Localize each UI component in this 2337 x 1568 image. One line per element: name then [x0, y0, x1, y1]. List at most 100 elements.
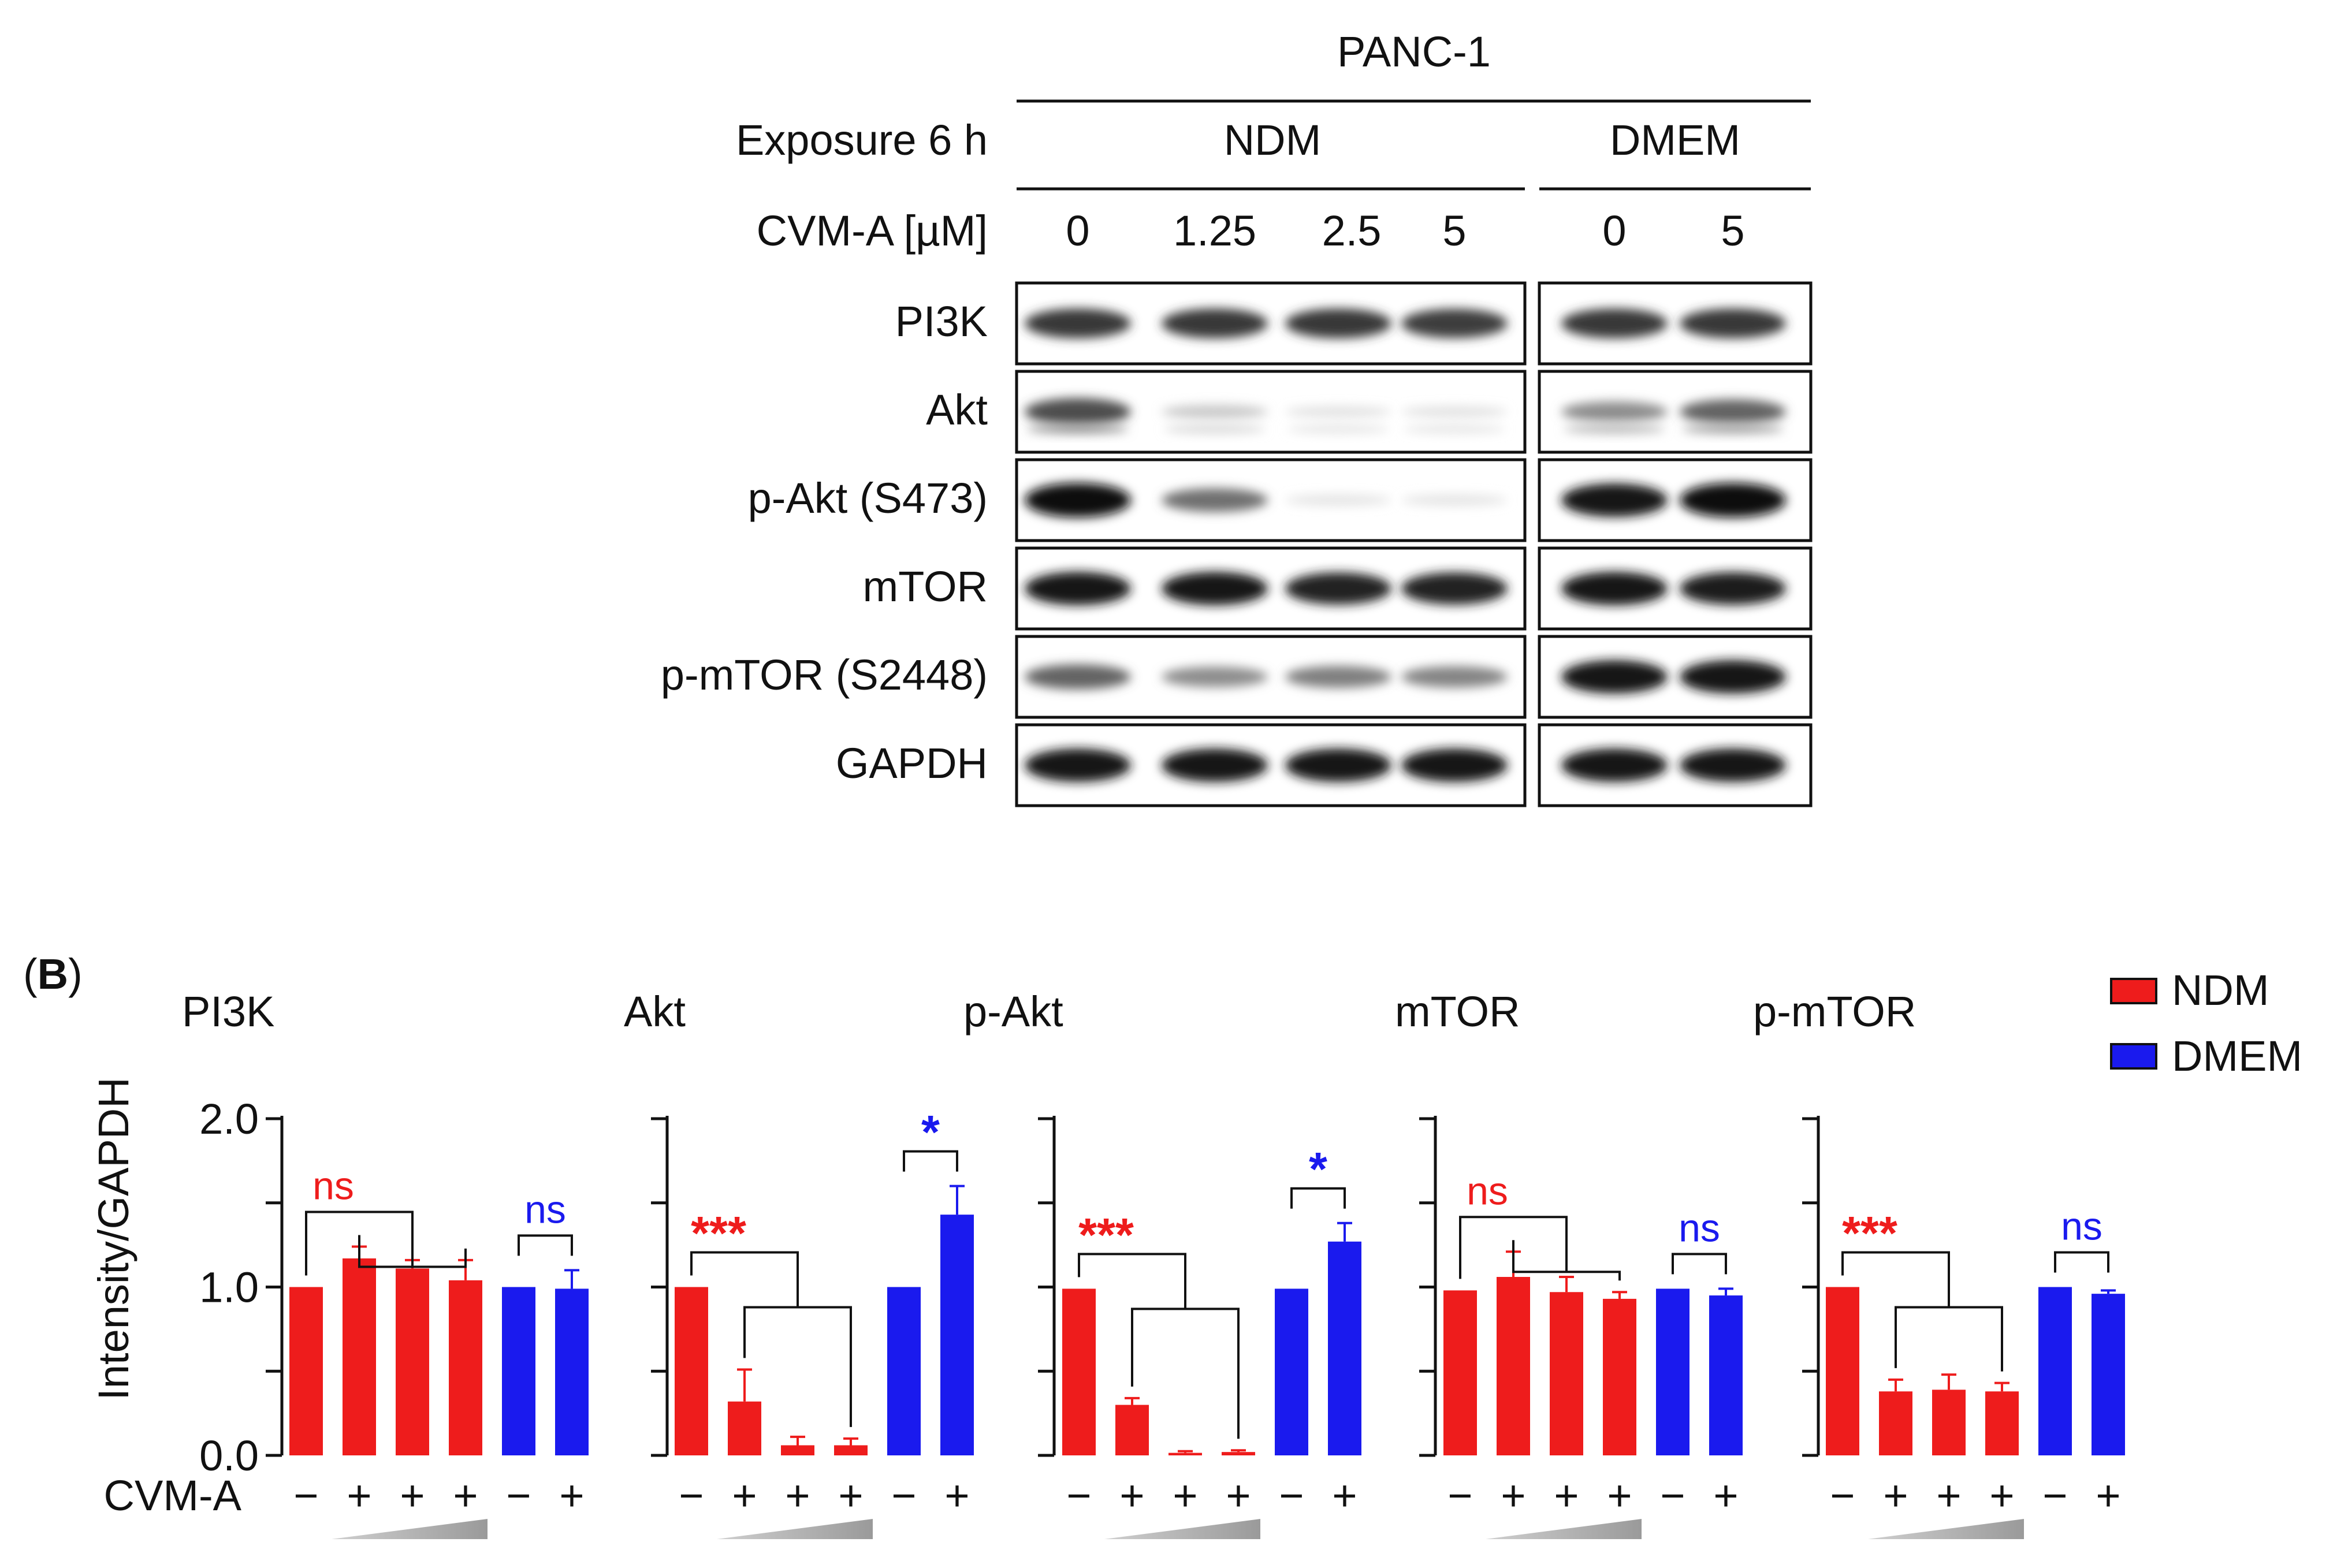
treatment-sign: +: [1119, 1472, 1144, 1519]
blot-band-akt-lane-5: [1561, 401, 1668, 422]
bar-dmem-6: [2092, 1294, 2125, 1455]
group-label-dmem: DMEM: [1610, 116, 1740, 164]
blot-band-p-mtor-lane-6: [1680, 660, 1786, 694]
chart-akt: Akt− + + + − +****: [624, 988, 974, 1539]
blot-band-akt-lane-1: [1025, 398, 1131, 426]
bar-ndm-2: [1497, 1277, 1530, 1455]
significance-label-ndm: ns: [1467, 1169, 1508, 1213]
legend-label-dmem: DMEM: [2172, 1032, 2302, 1080]
chart-p-akt: p-Akt− + + + − +****: [963, 988, 1361, 1539]
blot-band-gapdh-lane-4: [1401, 748, 1508, 782]
group-label-ndm: NDM: [1224, 116, 1322, 164]
bar-ndm-4: [1603, 1298, 1636, 1455]
exposure-label: Exposure 6 h: [736, 116, 988, 164]
bar-ndm-4: [449, 1280, 482, 1455]
blot-frame-dmem: [1538, 546, 1813, 631]
significance-bracket-ndm-inner: [743, 1306, 852, 1427]
blot-band-akt-lane-4: [1401, 406, 1508, 418]
bar-dmem-6: [1709, 1295, 1743, 1455]
dose-ramp: [1104, 1519, 1260, 1539]
legend-label-ndm: NDM: [2172, 966, 2269, 1014]
blot-band-akt-lane-3: [1285, 406, 1391, 418]
treatment-sign: −: [679, 1472, 704, 1519]
protein-label-p-akt: p-Akt (S473): [748, 474, 988, 522]
blot-band-akt-lane-2: [1162, 404, 1268, 419]
dose-ramp: [1868, 1519, 2024, 1539]
treatment-sign: +: [1226, 1472, 1251, 1519]
dose-label: CVM-A [µM]: [757, 207, 988, 255]
legend-swatch-dmem: [2110, 1043, 2157, 1070]
blot-band-p-akt-lane-2: [1162, 488, 1268, 512]
blot-band-pi3k-lane-1: [1025, 308, 1131, 338]
treatment-sign: +: [944, 1472, 969, 1519]
bar-dmem-5: [887, 1287, 921, 1455]
significance-label-ndm: ns: [312, 1164, 354, 1208]
blot-band-p-mtor-lane-2: [1162, 666, 1268, 687]
y-tick-label: 0.0: [199, 1432, 259, 1480]
treatment-sign: −: [506, 1472, 531, 1519]
blot-panel: PANC-1 Exposure 6 h NDM DMEM CVM-A [µM] …: [661, 28, 1813, 807]
significance-label-ndm: ***: [1842, 1208, 1897, 1260]
treatment-sign: +: [400, 1472, 425, 1519]
blot-frame-dmem: [1538, 635, 1813, 719]
blot-band-p-akt-lane-6: [1680, 483, 1786, 517]
significance-label-ndm: ***: [1078, 1209, 1134, 1261]
significance-bracket-ndm-inner: [1512, 1240, 1621, 1281]
cell-line-label: PANC-1: [1337, 28, 1491, 76]
blot-frame-dmem: [1538, 281, 1813, 366]
significance-bracket-ndm-inner: [1895, 1306, 2003, 1372]
blot-band-p-akt-lane-5: [1561, 483, 1668, 517]
blot-band-gapdh-lane-2: [1162, 748, 1268, 782]
blot-band-akt-lower-lane-3: [1287, 424, 1389, 434]
blot-frames: [1015, 281, 1813, 807]
significance-bracket-ndm: [690, 1251, 799, 1308]
treatment-sign: −: [1066, 1472, 1091, 1519]
blot-band-gapdh-lane-5: [1561, 748, 1668, 782]
blot-band-p-mtor-lane-3: [1285, 665, 1391, 688]
bar-ndm-1: [1826, 1287, 1859, 1455]
blot-frame-ndm: [1015, 458, 1527, 542]
legend: NDM DMEM: [2110, 966, 2302, 1080]
treatment-sign: +: [1713, 1472, 1738, 1519]
blot-band-mtor-lane-6: [1680, 572, 1786, 605]
bar-ndm-3: [1550, 1292, 1583, 1455]
treatment-sign: +: [1173, 1472, 1197, 1519]
bar-dmem-5: [502, 1287, 535, 1455]
treatment-sign: +: [1883, 1472, 1908, 1519]
protein-label-p-mtor: p-mTOR (S2448): [661, 651, 988, 699]
treatment-sign: +: [1607, 1472, 1632, 1519]
significance-bracket-dmem: [903, 1150, 958, 1172]
chart-title: PI3K: [182, 988, 274, 1036]
bar-ndm-1: [1062, 1288, 1096, 1455]
bar-ndm-3: [1168, 1452, 1202, 1455]
significance-bracket-dmem: [518, 1234, 573, 1256]
y-tick-label: 1.0: [199, 1264, 259, 1312]
dose-ramp: [332, 1519, 488, 1539]
chart-p-mtor: p-mTOR− + + + − +*** ns: [1753, 988, 2125, 1539]
blot-band-mtor-lane-1: [1025, 572, 1131, 605]
blot-frame-dmem: [1538, 458, 1813, 542]
blot-band-p-mtor-lane-5: [1561, 660, 1668, 694]
blot-band-akt-lower-lane-4: [1404, 424, 1505, 434]
blot-band-akt-lower-lane-2: [1164, 424, 1266, 434]
significance-label-dmem: ns: [1679, 1206, 1720, 1250]
bar-dmem-5: [1656, 1288, 1690, 1455]
bar-ndm-3: [396, 1268, 429, 1455]
blot-band-p-mtor-lane-1: [1025, 664, 1131, 690]
blot-band-pi3k-lane-3: [1285, 308, 1391, 338]
dose-ndm-1: 1.25: [1173, 207, 1256, 255]
bar-dmem-5: [2038, 1287, 2072, 1455]
significance-bracket-dmem: [1672, 1253, 1727, 1275]
treatment-sign: +: [732, 1472, 757, 1519]
y-tick-label: 2.0: [199, 1095, 259, 1143]
bar-ndm-4: [1985, 1391, 2019, 1455]
bar-dmem-5: [1275, 1288, 1308, 1455]
blot-frame-ndm: [1015, 546, 1527, 631]
blot-band-pi3k-lane-6: [1680, 308, 1786, 338]
chart-title: p-mTOR: [1753, 988, 1916, 1036]
panel-b-letter: B: [38, 950, 68, 998]
blot-frame-ndm: [1015, 635, 1527, 719]
treatment-sign: +: [453, 1472, 478, 1519]
